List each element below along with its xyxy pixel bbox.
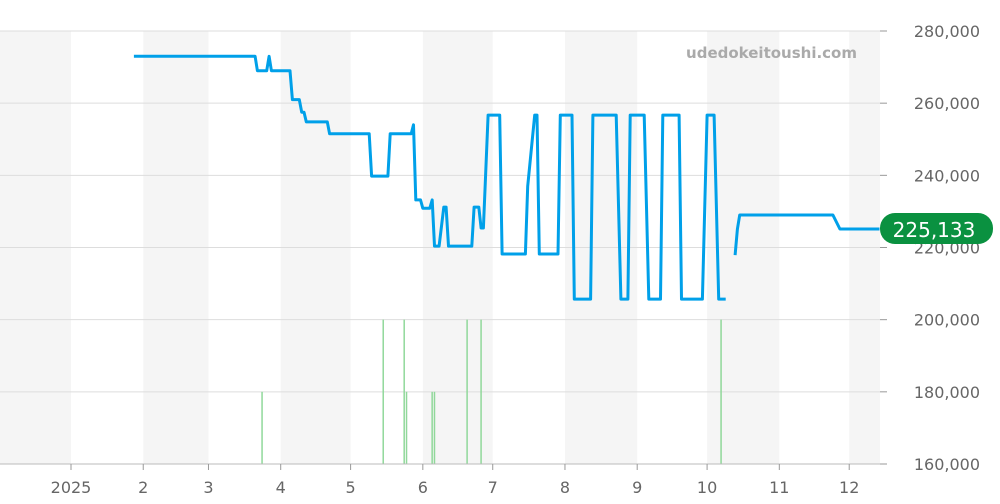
y-tick-label: 260,000 xyxy=(914,94,980,113)
price-line xyxy=(133,54,880,301)
y-tick-label: 200,000 xyxy=(914,311,980,330)
x-axis: 2025 2 3 4 5 6 7 8 9 10 11 12 xyxy=(0,463,880,497)
x-tick-label: 7 xyxy=(488,478,498,497)
volume-bars xyxy=(261,319,722,464)
x-tick-label: 10 xyxy=(697,478,717,497)
price-line-segment xyxy=(733,213,880,256)
current-price-badge: 225,133 xyxy=(880,213,993,244)
x-tick-label: 11 xyxy=(769,478,789,497)
y-tick-label: 160,000 xyxy=(914,455,980,474)
y-tick-label: 240,000 xyxy=(914,166,980,185)
x-tick-label: 3 xyxy=(203,478,213,497)
x-tick-label: 2025 xyxy=(51,478,92,497)
current-price-label: 225,133 xyxy=(893,218,976,242)
x-tick-label: 9 xyxy=(632,478,642,497)
y-axis: 160,000180,000200,000220,000240,000260,0… xyxy=(880,22,980,474)
watermark: udedokeitoushi.com xyxy=(686,44,857,62)
x-tick-label: 4 xyxy=(276,478,286,497)
x-tick-label: 6 xyxy=(418,478,428,497)
x-tick-label: 12 xyxy=(839,478,859,497)
price-line-segment xyxy=(133,54,726,301)
y-tick-label: 280,000 xyxy=(914,22,980,41)
x-tick-label: 5 xyxy=(346,478,356,497)
x-tick-label: 2 xyxy=(138,478,148,497)
x-tick-label: 8 xyxy=(560,478,570,497)
y-tick-label: 180,000 xyxy=(914,383,980,402)
